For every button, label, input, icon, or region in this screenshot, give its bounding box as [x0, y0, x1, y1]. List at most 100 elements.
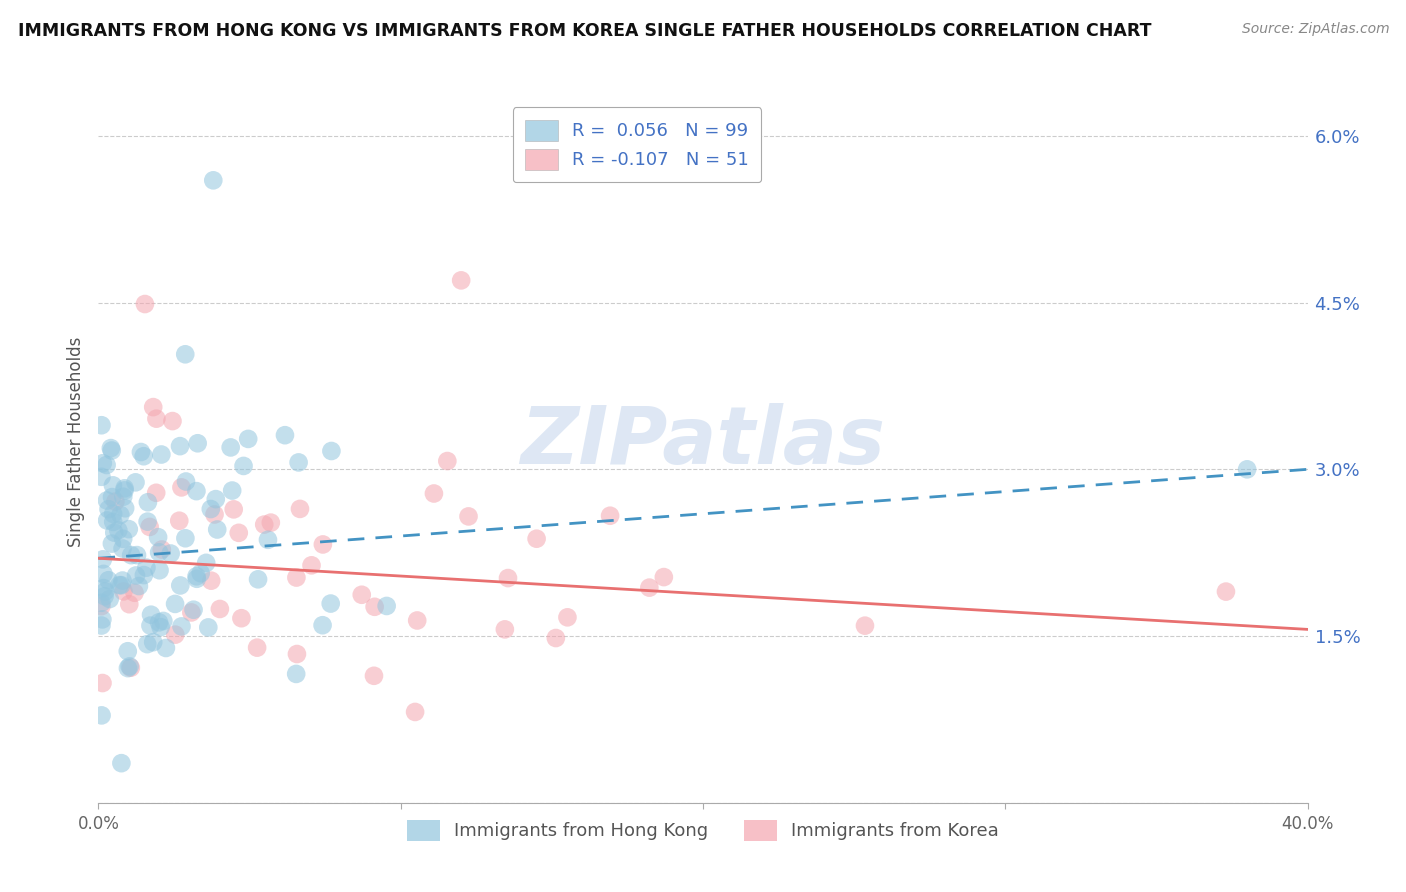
Point — [285, 647, 308, 661]
Point — [187, 436, 209, 450]
Point — [118, 659, 141, 673]
Point — [136, 515, 159, 529]
Point — [287, 455, 309, 469]
Point — [155, 640, 177, 655]
Point — [312, 537, 335, 551]
Point — [117, 644, 139, 658]
Point — [174, 531, 197, 545]
Point — [90, 596, 112, 610]
Point — [98, 592, 121, 607]
Point — [200, 574, 222, 588]
Point — [197, 620, 219, 634]
Point — [350, 588, 373, 602]
Point — [96, 493, 118, 508]
Point — [190, 566, 212, 581]
Point — [132, 449, 155, 463]
Point — [363, 599, 385, 614]
Point — [111, 541, 134, 556]
Point — [90, 708, 112, 723]
Point — [91, 676, 114, 690]
Point — [103, 525, 125, 540]
Point — [136, 495, 159, 509]
Point — [110, 756, 132, 771]
Point — [139, 607, 162, 622]
Point — [112, 584, 135, 599]
Point — [1236, 462, 1258, 476]
Point — [148, 615, 170, 630]
Point — [118, 522, 141, 536]
Point — [186, 484, 208, 499]
Point — [139, 618, 162, 632]
Point — [104, 494, 127, 508]
Point — [117, 661, 139, 675]
Point — [165, 597, 187, 611]
Point — [101, 536, 124, 550]
Point — [91, 552, 114, 566]
Point — [222, 502, 245, 516]
Point — [170, 480, 193, 494]
Point — [94, 584, 117, 599]
Point — [238, 432, 260, 446]
Point — [321, 444, 343, 458]
Point — [101, 507, 124, 521]
Point — [110, 578, 132, 592]
Point — [152, 614, 174, 628]
Point — [103, 515, 125, 529]
Point — [205, 523, 228, 537]
Point — [114, 481, 136, 495]
Point — [120, 548, 142, 562]
Point — [652, 570, 675, 584]
Point — [118, 597, 141, 611]
Point — [247, 572, 270, 586]
Point — [544, 631, 567, 645]
Point — [128, 579, 150, 593]
Point — [145, 485, 167, 500]
Point — [208, 602, 231, 616]
Point — [124, 586, 146, 600]
Point — [124, 475, 146, 490]
Point — [90, 470, 112, 484]
Point — [91, 456, 114, 470]
Point — [136, 637, 159, 651]
Point — [108, 578, 131, 592]
Point — [90, 599, 112, 614]
Point — [200, 502, 222, 516]
Point — [114, 501, 136, 516]
Point — [260, 516, 283, 530]
Point — [150, 448, 173, 462]
Point — [169, 439, 191, 453]
Point — [159, 547, 181, 561]
Point — [146, 530, 169, 544]
Point — [288, 502, 311, 516]
Point — [93, 581, 115, 595]
Point — [145, 411, 167, 425]
Point — [169, 514, 191, 528]
Point — [101, 478, 124, 492]
Point — [406, 614, 429, 628]
Point — [853, 618, 876, 632]
Point — [148, 545, 170, 559]
Point — [204, 492, 226, 507]
Point — [135, 560, 157, 574]
Point — [599, 508, 621, 523]
Text: ZIPatlas: ZIPatlas — [520, 402, 886, 481]
Y-axis label: Single Father Households: Single Father Households — [66, 336, 84, 547]
Point — [142, 635, 165, 649]
Point — [129, 445, 152, 459]
Point — [231, 611, 253, 625]
Point — [246, 640, 269, 655]
Point — [138, 520, 160, 534]
Point — [202, 173, 225, 187]
Point — [423, 486, 446, 500]
Point — [436, 454, 458, 468]
Point — [526, 532, 548, 546]
Point — [301, 558, 323, 573]
Point — [457, 509, 479, 524]
Point — [97, 573, 120, 587]
Point — [97, 502, 120, 516]
Point — [100, 441, 122, 455]
Point — [165, 627, 187, 641]
Point — [450, 273, 472, 287]
Point — [112, 532, 135, 546]
Point — [183, 603, 205, 617]
